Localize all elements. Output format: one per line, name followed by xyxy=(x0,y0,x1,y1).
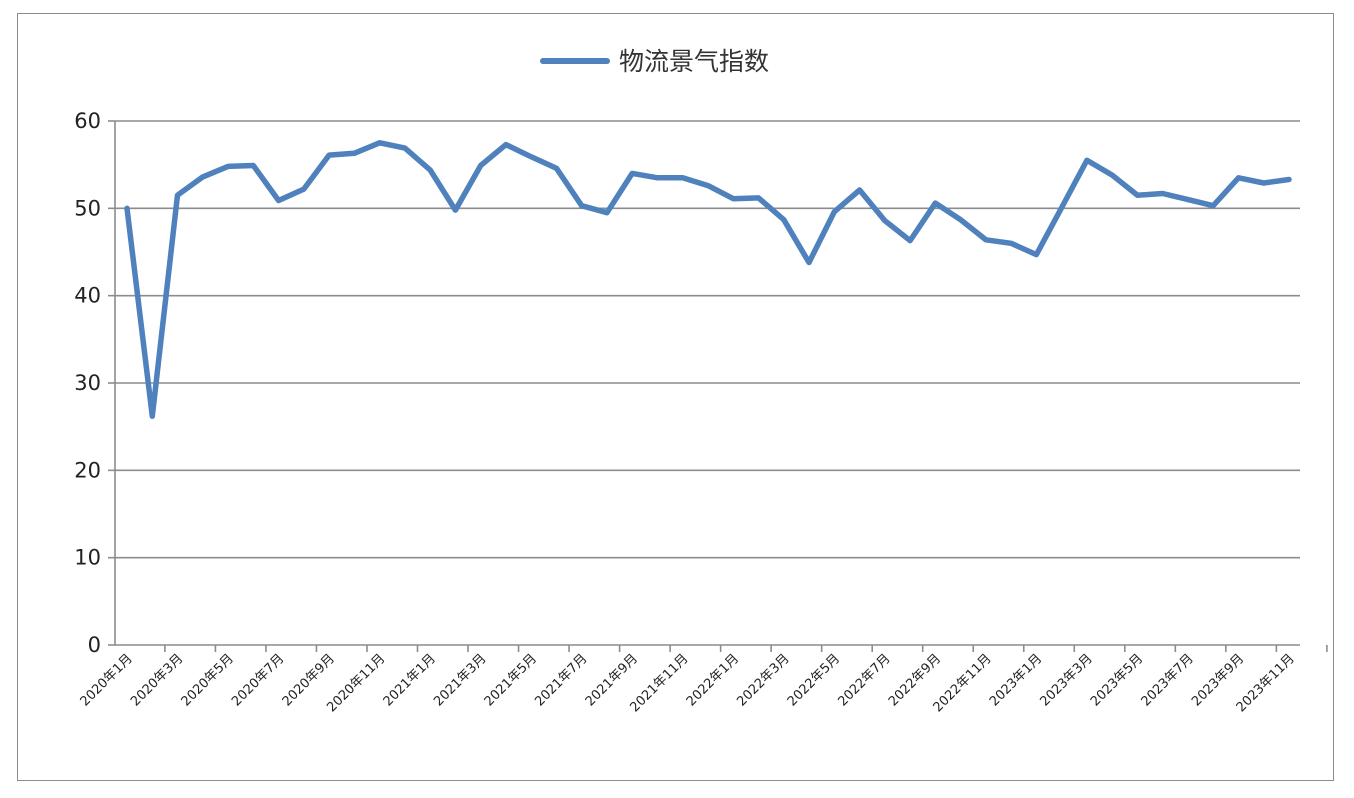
data-point xyxy=(781,217,786,222)
data-point xyxy=(428,167,433,172)
y-tick-label: 10 xyxy=(74,546,101,570)
data-point xyxy=(1110,173,1115,178)
data-point xyxy=(175,193,180,198)
x-axis-ticks: 2020年1月2020年3月2020年5月2020年7月2020年9月2020年… xyxy=(78,645,1328,715)
x-tick-label: 2022年3月 xyxy=(734,651,792,709)
data-point xyxy=(453,208,458,213)
y-tick-label: 20 xyxy=(74,458,101,482)
data-point xyxy=(908,238,913,243)
data-point xyxy=(579,203,584,208)
x-tick-label: 2021年7月 xyxy=(532,651,590,709)
y-tick-label: 60 xyxy=(74,109,101,133)
data-point xyxy=(529,154,534,159)
y-tick-label: 50 xyxy=(74,196,101,220)
data-point xyxy=(503,142,508,147)
data-point xyxy=(756,195,761,200)
data-point xyxy=(402,146,407,151)
series-line xyxy=(124,140,1292,419)
data-point xyxy=(604,210,609,215)
data-point xyxy=(1236,175,1241,180)
data-point xyxy=(478,163,483,168)
series-layer xyxy=(124,140,1292,419)
data-point xyxy=(832,209,837,214)
data-point xyxy=(1287,177,1292,182)
data-point xyxy=(731,196,736,201)
data-point xyxy=(1160,191,1165,196)
data-point xyxy=(301,187,306,192)
data-point xyxy=(377,140,382,145)
x-tick-label: 2022年5月 xyxy=(785,651,843,709)
data-point xyxy=(150,414,155,419)
data-point xyxy=(1084,158,1089,163)
y-axis-ticks: 0 10 20 30 40 50 60 xyxy=(74,109,115,657)
x-tick-label: 2020年7月 xyxy=(229,651,287,709)
data-point xyxy=(276,198,281,203)
data-point xyxy=(958,217,963,222)
data-point xyxy=(1135,193,1140,198)
data-point xyxy=(327,153,332,158)
data-point xyxy=(630,171,635,176)
data-point xyxy=(655,175,660,180)
data-point xyxy=(680,175,685,180)
data-point xyxy=(706,183,711,188)
data-point xyxy=(882,218,887,223)
data-point xyxy=(1034,252,1039,257)
data-point xyxy=(1009,241,1014,246)
data-point xyxy=(200,174,205,179)
x-tick-label: 2020年1月 xyxy=(78,651,136,709)
x-tick-label: 2023年1月 xyxy=(987,651,1045,709)
x-tick-label: 2021年3月 xyxy=(431,651,489,709)
x-tick-label: 2023年5月 xyxy=(1088,651,1146,709)
data-point xyxy=(857,187,862,192)
chart-frame: 0 10 20 30 40 50 60 2020年1月 2020年3月 2020年5月 2020年… xyxy=(17,13,1334,781)
line-chart: 0 10 20 30 40 50 60 2020年1月2020年3月2020年5月2020年… xyxy=(74,47,1328,715)
x-tick-label: 2021年1月 xyxy=(381,651,439,709)
data-point xyxy=(251,163,256,168)
x-tick-label: 2020年5月 xyxy=(179,651,237,709)
x-tick-label: 2020年3月 xyxy=(128,651,186,709)
x-tick-label: 2021年5月 xyxy=(482,651,540,709)
y-tick-label: 0 xyxy=(88,633,101,657)
x-tick-label: 2023年3月 xyxy=(1038,651,1096,709)
data-point xyxy=(352,151,357,156)
x-tick-label: 2022年1月 xyxy=(684,651,742,709)
data-point xyxy=(933,201,938,206)
legend-label: 物流景气指数 xyxy=(619,47,769,76)
legend: 物流景气指数 xyxy=(540,47,769,76)
data-point xyxy=(1261,181,1266,186)
data-point xyxy=(807,260,812,265)
y-tick-label: 40 xyxy=(74,284,101,308)
data-point xyxy=(983,237,988,242)
data-point xyxy=(1059,205,1064,210)
data-point xyxy=(125,206,130,211)
data-point xyxy=(1211,203,1216,208)
x-tick-label: 2023年7月 xyxy=(1139,651,1197,709)
gridlines xyxy=(115,120,1300,559)
y-tick-label: 30 xyxy=(74,371,101,395)
data-point xyxy=(226,164,231,169)
data-point xyxy=(1185,197,1190,202)
data-point xyxy=(554,166,559,171)
x-tick-label: 2022年7月 xyxy=(835,651,893,709)
